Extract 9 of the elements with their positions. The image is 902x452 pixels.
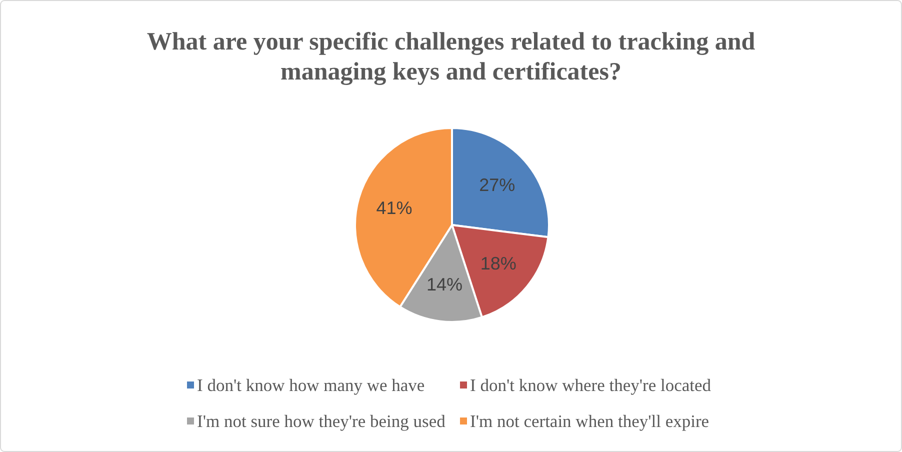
data-label: 18% [480,253,516,274]
legend-label: I don't know how many we have [197,375,425,395]
data-label: 41% [376,198,412,218]
data-label: 27% [479,175,516,196]
legend-label: I don't know where they're located [470,375,712,395]
legend-label: I'm not certain when they'll expire [470,411,710,431]
data-label: 14% [426,274,462,295]
legend-label: I'm not sure how they're being used [197,411,446,431]
chart-title: What are your specific challenges related to tracking and managing keys and certificates? [146,28,756,86]
